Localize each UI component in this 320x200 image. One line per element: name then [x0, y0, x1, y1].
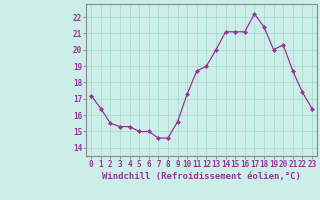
X-axis label: Windchill (Refroidissement éolien,°C): Windchill (Refroidissement éolien,°C): [102, 172, 301, 181]
